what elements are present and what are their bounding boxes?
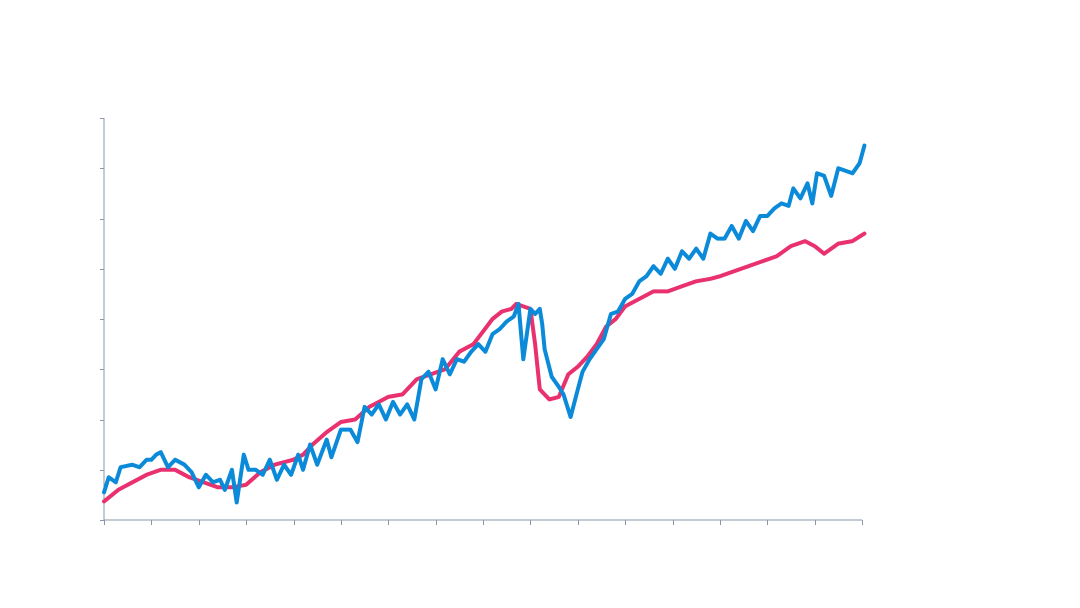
series-line-1 [102,231,867,504]
series-layer [102,143,867,505]
axes [100,118,863,525]
series-line-2 [102,143,867,505]
